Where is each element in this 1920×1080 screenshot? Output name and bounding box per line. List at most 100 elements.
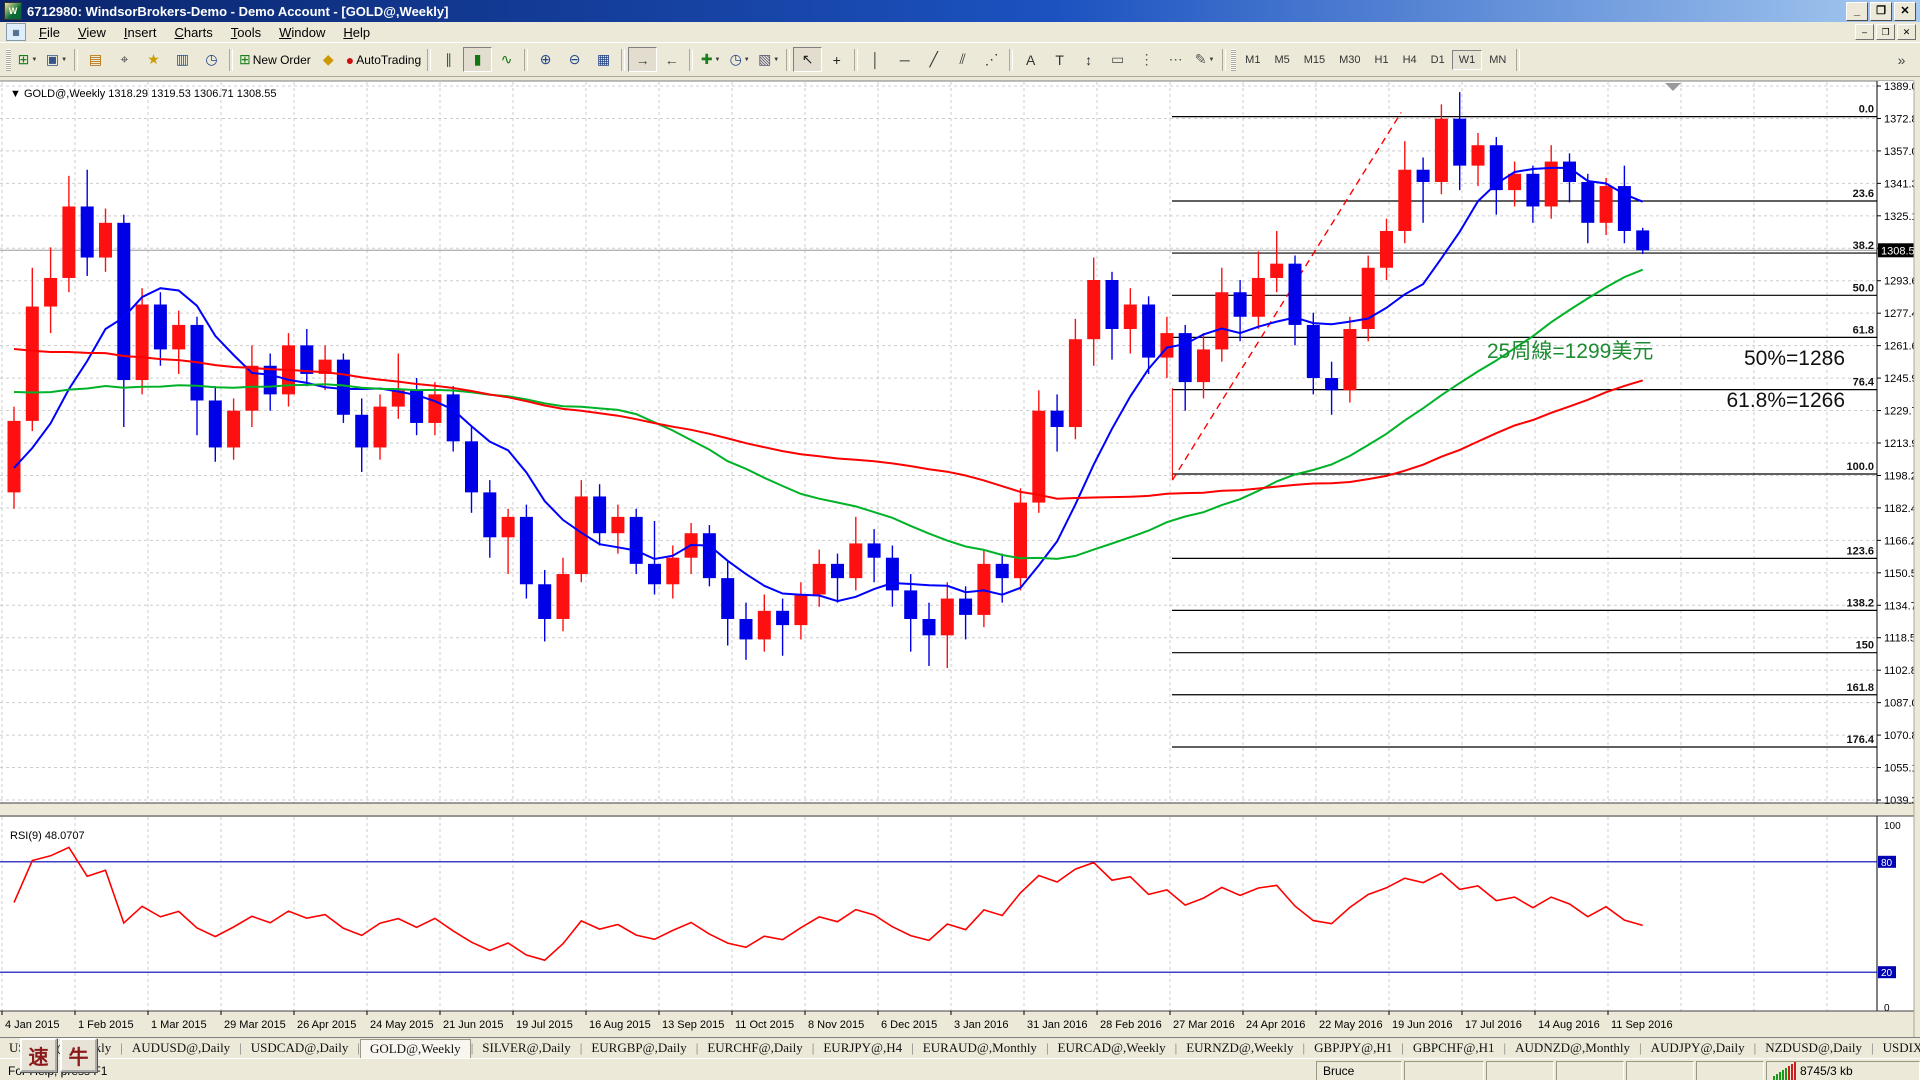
candle-body[interactable]	[1526, 173, 1540, 207]
tab-audusd-daily[interactable]: AUDUSD@,Daily	[131, 1040, 231, 1055]
trendline-button[interactable]: ╱	[919, 47, 948, 72]
candle-body[interactable]	[666, 557, 680, 585]
candle-body[interactable]	[702, 533, 716, 579]
trend-line[interactable]	[1171, 112, 1402, 481]
candle-body[interactable]	[593, 496, 607, 534]
strategy-tester-button[interactable]: ◷	[197, 47, 226, 72]
draw-button[interactable]: ✎ ▼	[1190, 47, 1219, 72]
candle-body[interactable]	[501, 516, 515, 538]
menu-tools[interactable]: Tools	[230, 24, 262, 40]
candle-body[interactable]	[336, 359, 350, 415]
candle-body[interactable]	[1398, 169, 1412, 231]
candle-body[interactable]	[757, 610, 771, 640]
candle-body[interactable]	[7, 420, 21, 493]
minimize-button[interactable]: _	[1846, 1, 1868, 21]
candle-body[interactable]	[355, 414, 369, 448]
mdi-minimize-button[interactable]: –	[1855, 24, 1874, 40]
candle-body[interactable]	[812, 563, 826, 595]
crosshair-button[interactable]: +	[822, 47, 851, 72]
timeframe-m1[interactable]: M1	[1245, 53, 1261, 66]
candle-body[interactable]	[465, 441, 478, 493]
candle-body[interactable]	[300, 345, 314, 374]
timeframe-m15[interactable]: M15	[1303, 53, 1326, 66]
tab-euraud-monthly[interactable]: EURAUD@,Monthly	[922, 1040, 1037, 1055]
candle-body[interactable]	[721, 578, 735, 619]
candle-body[interactable]	[208, 400, 222, 448]
chart-shift-marker[interactable]	[1665, 83, 1681, 91]
candle-body[interactable]	[1434, 118, 1448, 182]
tile-windows-button[interactable]: ▦	[589, 47, 618, 72]
candle-body[interactable]	[611, 516, 625, 534]
terminal-button[interactable]: ▥	[168, 47, 197, 72]
candle-body[interactable]	[1489, 145, 1503, 191]
candle-body[interactable]	[44, 277, 58, 307]
candle-body[interactable]	[629, 516, 643, 564]
candle-body[interactable]	[1581, 181, 1595, 223]
candle-body[interactable]	[318, 359, 332, 374]
candle-body[interactable]	[1032, 410, 1046, 503]
shapes-button[interactable]: ▭	[1103, 47, 1132, 72]
new-chart-button[interactable]: ⊞ ▼	[13, 47, 42, 72]
candle-body[interactable]	[1178, 333, 1192, 383]
candle-body[interactable]	[483, 492, 497, 538]
candle-body[interactable]	[1361, 267, 1375, 330]
candle-body[interactable]	[776, 610, 790, 626]
toolbar-overflow-button[interactable]: »	[1897, 51, 1906, 68]
annotation-2[interactable]: 61.8%=1266	[1726, 389, 1845, 412]
candle-body[interactable]	[1270, 263, 1284, 278]
candle-body[interactable]	[922, 618, 936, 636]
candle-body[interactable]	[739, 618, 753, 640]
tab-gold-weekly[interactable]: GOLD@,Weekly	[359, 1038, 471, 1058]
toolbar-grip[interactable]	[6, 48, 11, 71]
candle-body[interactable]	[153, 304, 167, 350]
arrows-button[interactable]: ↕	[1074, 47, 1103, 72]
candle-body[interactable]	[648, 563, 661, 585]
metaeditor-button[interactable]: ◆	[314, 47, 343, 72]
candle-body[interactable]	[867, 543, 881, 558]
timeframe-d1[interactable]: D1	[1430, 53, 1445, 66]
timeframe-m30[interactable]: M30	[1339, 53, 1361, 66]
tab-gbpchf-h1[interactable]: GBPCHF@,H1	[1412, 1040, 1495, 1055]
timeframe-h4[interactable]: H4	[1402, 53, 1417, 66]
navigator-button[interactable]: ★	[139, 47, 168, 72]
menu-file[interactable]: File	[39, 24, 60, 40]
candle-body[interactable]	[1233, 292, 1247, 317]
autotrading-button[interactable]: ● AutoTrading	[345, 51, 422, 68]
profiles-button[interactable]: ▣ ▼	[42, 47, 71, 72]
zoom-out-button[interactable]: ⊖	[560, 47, 589, 72]
ime-half-button[interactable]: 牛	[60, 1038, 97, 1072]
candle-body[interactable]	[62, 206, 76, 278]
timeframe-m5[interactable]: M5	[1274, 53, 1290, 66]
tab-silver-daily[interactable]: SILVER@,Daily	[482, 1040, 571, 1055]
candle-body[interactable]	[373, 406, 387, 448]
candle-body[interactable]	[1416, 169, 1430, 182]
tab-gbpjpy-h1[interactable]: GBPJPY@,H1	[1314, 1040, 1393, 1055]
candle-body[interactable]	[80, 206, 94, 258]
candle-body[interactable]	[1508, 173, 1522, 191]
tab-eurnzd-weekly[interactable]: EURNZD@,Weekly	[1186, 1040, 1294, 1055]
tab-nzdusd-daily[interactable]: NZDUSD@,Daily	[1765, 1040, 1863, 1055]
candle-body[interactable]	[538, 584, 552, 619]
new-order-button[interactable]: ⊞ New Order	[239, 51, 311, 67]
candle-body[interactable]	[446, 394, 460, 442]
timeframe-h1[interactable]: H1	[1374, 53, 1389, 66]
annotation-0[interactable]: 25周線=1299美元	[1487, 340, 1653, 363]
close-button[interactable]: ✕	[1894, 1, 1916, 21]
tab-eurjpy-h4[interactable]: EURJPY@,H4	[823, 1040, 903, 1055]
candle-body[interactable]	[117, 222, 131, 381]
candle-body[interactable]	[904, 590, 918, 619]
candle-body[interactable]	[959, 598, 973, 615]
candle-body[interactable]	[1343, 329, 1357, 391]
auto-scroll-button[interactable]: →	[628, 47, 658, 72]
candle-body[interactable]	[1197, 349, 1210, 383]
candle-body[interactable]	[1142, 304, 1156, 358]
candle-body[interactable]	[1380, 230, 1393, 268]
candle-body[interactable]	[245, 365, 259, 411]
menu-view[interactable]: View	[77, 24, 106, 40]
candle-body[interactable]	[1306, 324, 1320, 379]
candle-body[interactable]	[1617, 186, 1631, 231]
candle-body[interactable]	[25, 306, 39, 421]
horizontal-line-button[interactable]: ─	[890, 47, 919, 72]
candle-body[interactable]	[391, 390, 405, 407]
timeframe-mn[interactable]: MN	[1489, 53, 1507, 66]
